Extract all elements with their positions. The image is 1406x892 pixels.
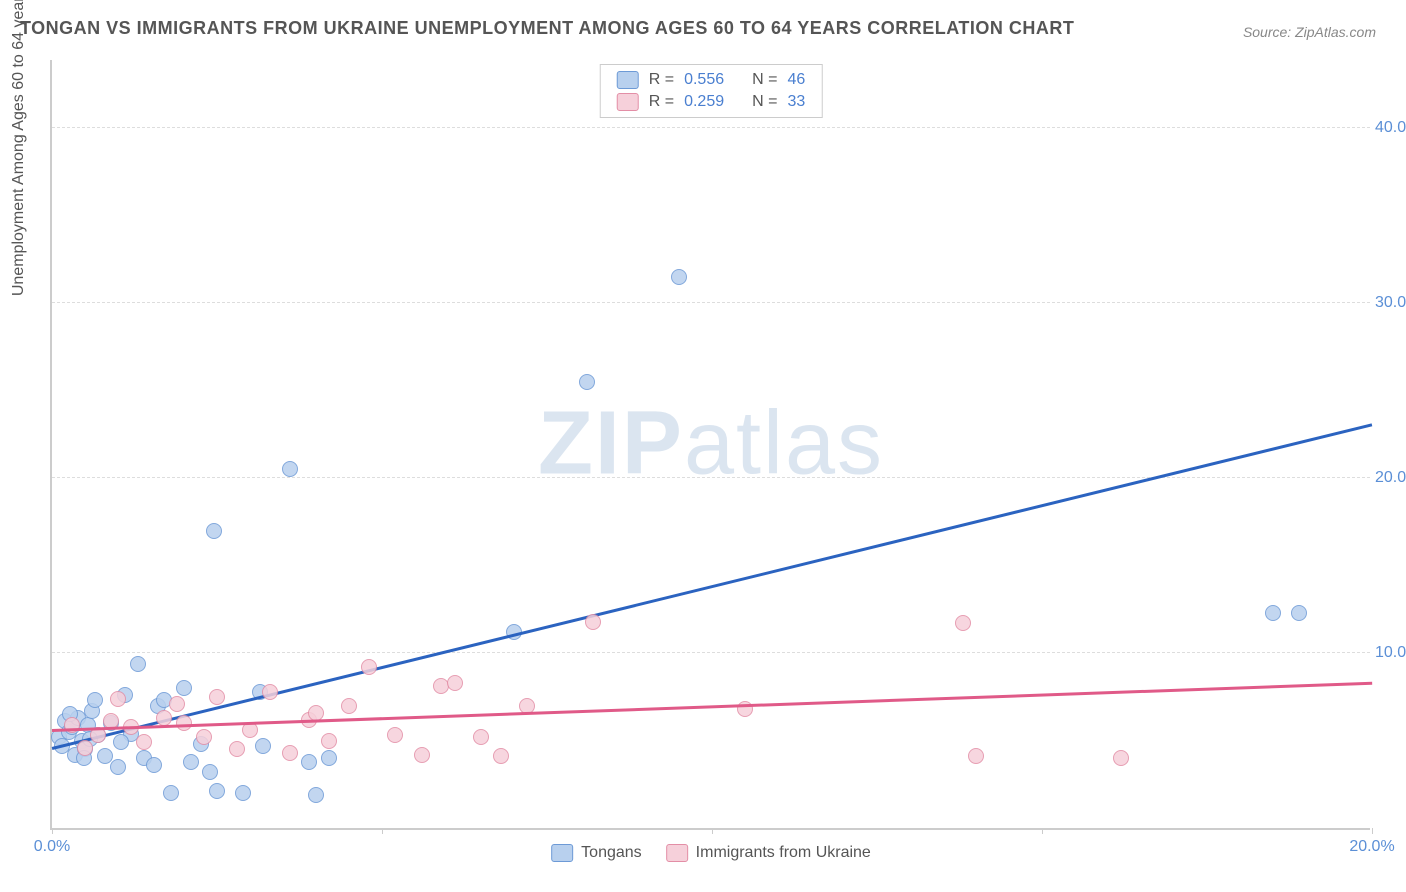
data-point <box>77 740 93 756</box>
data-point <box>321 733 337 749</box>
data-point <box>146 757 162 773</box>
correlation-legend: R = 0.556 N = 46 R = 0.259 N = 33 <box>600 64 823 118</box>
legend-label-tongans: Tongans <box>581 844 642 862</box>
data-point <box>585 614 601 630</box>
gridline <box>52 127 1370 128</box>
data-point <box>282 461 298 477</box>
data-point <box>130 656 146 672</box>
data-point <box>671 269 687 285</box>
data-point <box>579 374 595 390</box>
r-value-ukraine: 0.259 <box>684 93 724 111</box>
x-tick <box>382 828 383 834</box>
x-tick <box>52 828 53 834</box>
r-label: R = <box>649 93 674 111</box>
watermark-text-a: ZIP <box>538 394 684 494</box>
data-point <box>87 692 103 708</box>
n-value-tongans: 46 <box>787 71 805 89</box>
data-point <box>414 747 430 763</box>
n-label: N = <box>752 71 777 89</box>
watermark-text-b: atlas <box>684 394 884 494</box>
data-point <box>110 691 126 707</box>
legend-item-ukraine: Immigrants from Ukraine <box>666 844 871 862</box>
swatch-tongans <box>551 844 573 862</box>
data-point <box>176 715 192 731</box>
legend-row-tongans: R = 0.556 N = 46 <box>601 69 822 91</box>
n-value-ukraine: 33 <box>787 93 805 111</box>
data-point <box>493 748 509 764</box>
data-point <box>209 689 225 705</box>
legend-row-ukraine: R = 0.259 N = 33 <box>601 91 822 113</box>
legend-label-ukraine: Immigrants from Ukraine <box>696 844 871 862</box>
data-point <box>196 729 212 745</box>
scatter-plot: ZIPatlas R = 0.556 N = 46 R = 0.259 N = … <box>50 60 1370 830</box>
y-axis-label: Unemployment Among Ages 60 to 64 years <box>10 0 28 296</box>
data-point <box>229 741 245 757</box>
data-point <box>308 787 324 803</box>
x-tick <box>1042 828 1043 834</box>
x-tick <box>1372 828 1373 834</box>
data-point <box>308 705 324 721</box>
trend-line <box>52 423 1373 749</box>
r-label: R = <box>649 71 674 89</box>
data-point <box>447 675 463 691</box>
data-point <box>206 523 222 539</box>
gridline <box>52 477 1370 478</box>
gridline <box>52 652 1370 653</box>
n-label: N = <box>752 93 777 111</box>
data-point <box>301 754 317 770</box>
swatch-tongans <box>617 71 639 89</box>
data-point <box>255 738 271 754</box>
x-tick <box>712 828 713 834</box>
swatch-ukraine <box>666 844 688 862</box>
data-point <box>1291 605 1307 621</box>
data-point <box>169 696 185 712</box>
data-point <box>156 710 172 726</box>
data-point <box>321 750 337 766</box>
series-legend: Tongans Immigrants from Ukraine <box>551 844 871 862</box>
legend-item-tongans: Tongans <box>551 844 642 862</box>
gridline <box>52 302 1370 303</box>
data-point <box>955 615 971 631</box>
data-point <box>110 759 126 775</box>
data-point <box>176 680 192 696</box>
data-point <box>262 684 278 700</box>
y-tick-label: 30.0% <box>1375 294 1406 312</box>
r-value-tongans: 0.556 <box>684 71 724 89</box>
data-point <box>136 734 152 750</box>
data-point <box>202 764 218 780</box>
chart-title: TONGAN VS IMMIGRANTS FROM UKRAINE UNEMPL… <box>20 18 1074 39</box>
data-point <box>183 754 199 770</box>
data-point <box>1265 605 1281 621</box>
swatch-ukraine <box>617 93 639 111</box>
y-tick-label: 40.0% <box>1375 119 1406 137</box>
y-tick-label: 20.0% <box>1375 469 1406 487</box>
data-point <box>387 727 403 743</box>
data-point <box>341 698 357 714</box>
data-point <box>235 785 251 801</box>
data-point <box>113 734 129 750</box>
data-point <box>282 745 298 761</box>
watermark: ZIPatlas <box>538 393 884 496</box>
data-point <box>1113 750 1129 766</box>
data-point <box>209 783 225 799</box>
data-point <box>473 729 489 745</box>
data-point <box>361 659 377 675</box>
x-tick-label: 20.0% <box>1349 838 1394 856</box>
x-tick-label: 0.0% <box>34 838 70 856</box>
data-point <box>163 785 179 801</box>
y-tick-label: 10.0% <box>1375 644 1406 662</box>
data-point <box>968 748 984 764</box>
trend-line <box>52 682 1372 732</box>
source-label: Source: ZipAtlas.com <box>1243 24 1376 40</box>
